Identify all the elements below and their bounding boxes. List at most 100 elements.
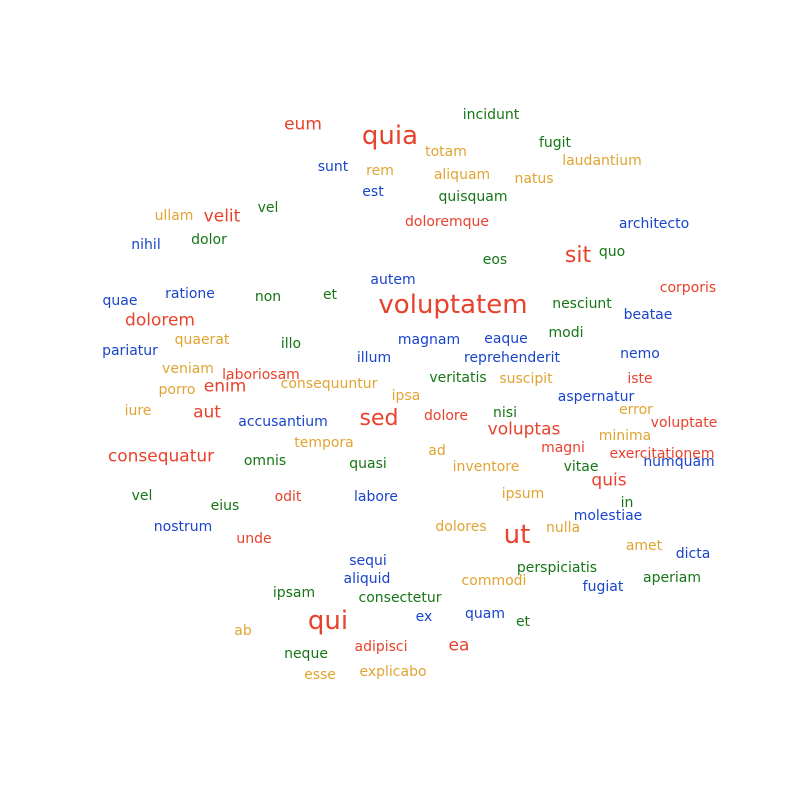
cloud-word: nulla xyxy=(545,520,581,536)
cloud-word: nihil xyxy=(131,237,161,253)
cloud-word: nemo xyxy=(620,346,660,362)
cloud-word: porro xyxy=(158,382,196,398)
cloud-word: ullam xyxy=(154,208,194,224)
cloud-word: enim xyxy=(203,376,247,397)
cloud-word: suscipit xyxy=(499,371,553,387)
cloud-word: ea xyxy=(448,635,470,656)
cloud-word: veniam xyxy=(162,361,214,377)
cloud-word: pariatur xyxy=(102,343,158,359)
cloud-word: minima xyxy=(598,428,652,444)
cloud-word: quaerat xyxy=(174,332,230,348)
cloud-word: quisquam xyxy=(438,189,508,205)
cloud-word: ipsum xyxy=(501,486,545,502)
cloud-word: magnam xyxy=(397,332,461,348)
cloud-word: vitae xyxy=(563,459,599,475)
cloud-word: explicabo xyxy=(359,664,427,680)
cloud-word: laudantium xyxy=(562,153,642,169)
cloud-word: ex xyxy=(415,609,433,625)
cloud-word: ratione xyxy=(165,286,215,302)
cloud-word: fugiat xyxy=(582,579,624,595)
cloud-word: omnis xyxy=(243,453,287,469)
cloud-word: consequatur xyxy=(107,446,215,467)
cloud-word: quae xyxy=(102,293,138,309)
cloud-word: velit xyxy=(203,206,241,227)
cloud-word: aut xyxy=(193,402,221,423)
cloud-word: amet xyxy=(625,538,663,554)
cloud-word: veritatis xyxy=(429,370,487,386)
cloud-word: beatae xyxy=(623,307,673,323)
cloud-word: quo xyxy=(598,244,626,260)
cloud-word: sequi xyxy=(349,553,387,569)
cloud-word: error xyxy=(619,402,653,418)
cloud-word: fugit xyxy=(538,135,572,151)
cloud-word: quasi xyxy=(349,456,387,472)
cloud-word: eos xyxy=(482,252,508,268)
cloud-word: perspiciatis xyxy=(516,560,598,576)
cloud-word: nesciunt xyxy=(552,296,612,312)
cloud-word: dolore xyxy=(424,408,468,424)
cloud-word: dicta xyxy=(675,546,711,562)
cloud-word: voluptas xyxy=(487,419,561,440)
cloud-word: doloremque xyxy=(405,214,489,230)
cloud-word: dolorem xyxy=(125,310,195,331)
cloud-word: unde xyxy=(236,531,272,547)
cloud-word: ab xyxy=(234,623,252,639)
cloud-word: modi xyxy=(548,325,584,341)
cloud-word: eaque xyxy=(484,331,528,347)
cloud-word: consectetur xyxy=(358,590,442,606)
cloud-word: vel xyxy=(131,488,153,504)
cloud-word: laboriosam xyxy=(222,367,300,383)
cloud-word: commodi xyxy=(461,573,527,589)
cloud-word: et xyxy=(322,287,338,303)
cloud-word: ipsa xyxy=(391,388,421,404)
cloud-word: architecto xyxy=(618,216,690,232)
cloud-word: quis xyxy=(591,470,627,491)
cloud-word: dolor xyxy=(191,232,227,248)
cloud-word: adipisci xyxy=(354,639,408,655)
cloud-word: aliquam xyxy=(433,167,491,183)
cloud-word: corporis xyxy=(659,280,717,296)
cloud-word: dolores xyxy=(435,519,487,535)
cloud-word: quia xyxy=(361,121,419,151)
cloud-word: totam xyxy=(425,144,467,160)
cloud-word: voluptate xyxy=(650,415,718,431)
cloud-word: sunt xyxy=(317,159,349,175)
cloud-word: voluptatem xyxy=(378,290,528,320)
cloud-word: qui xyxy=(307,606,349,636)
cloud-word: natus xyxy=(514,171,554,187)
cloud-word: et xyxy=(515,614,531,630)
cloud-word: molestiae xyxy=(573,508,643,524)
cloud-word: sit xyxy=(564,243,592,268)
cloud-word: odit xyxy=(274,489,302,505)
cloud-word: vel xyxy=(257,200,279,216)
cloud-word: sed xyxy=(359,406,399,431)
cloud-word: aliquid xyxy=(343,571,391,587)
cloud-word: magni xyxy=(541,440,585,456)
cloud-word: ipsam xyxy=(272,585,316,601)
cloud-word: aperiam xyxy=(643,570,701,586)
cloud-word: eum xyxy=(284,114,322,135)
cloud-word: inventore xyxy=(452,459,520,475)
cloud-word: exercitationem xyxy=(609,446,715,462)
cloud-word: illo xyxy=(280,336,302,352)
cloud-word: labore xyxy=(354,489,398,505)
cloud-word: iure xyxy=(124,403,152,419)
cloud-word: reprehenderit xyxy=(463,350,561,366)
cloud-word: incidunt xyxy=(462,107,520,123)
cloud-word: esse xyxy=(304,667,336,683)
cloud-word: eius xyxy=(210,498,240,514)
cloud-word: iste xyxy=(627,371,653,387)
cloud-word: tempora xyxy=(294,435,354,451)
cloud-word: nostrum xyxy=(153,519,213,535)
cloud-word: nisi xyxy=(493,405,517,421)
cloud-word: est xyxy=(362,184,384,200)
cloud-word: rem xyxy=(366,163,394,179)
cloud-word: non xyxy=(254,289,282,305)
cloud-word: accusantium xyxy=(238,414,328,430)
cloud-word: aspernatur xyxy=(557,389,635,405)
cloud-word: numquam xyxy=(643,454,715,470)
cloud-word: ut xyxy=(503,520,531,550)
cloud-word: consequuntur xyxy=(280,376,378,392)
cloud-word: illum xyxy=(356,350,392,366)
